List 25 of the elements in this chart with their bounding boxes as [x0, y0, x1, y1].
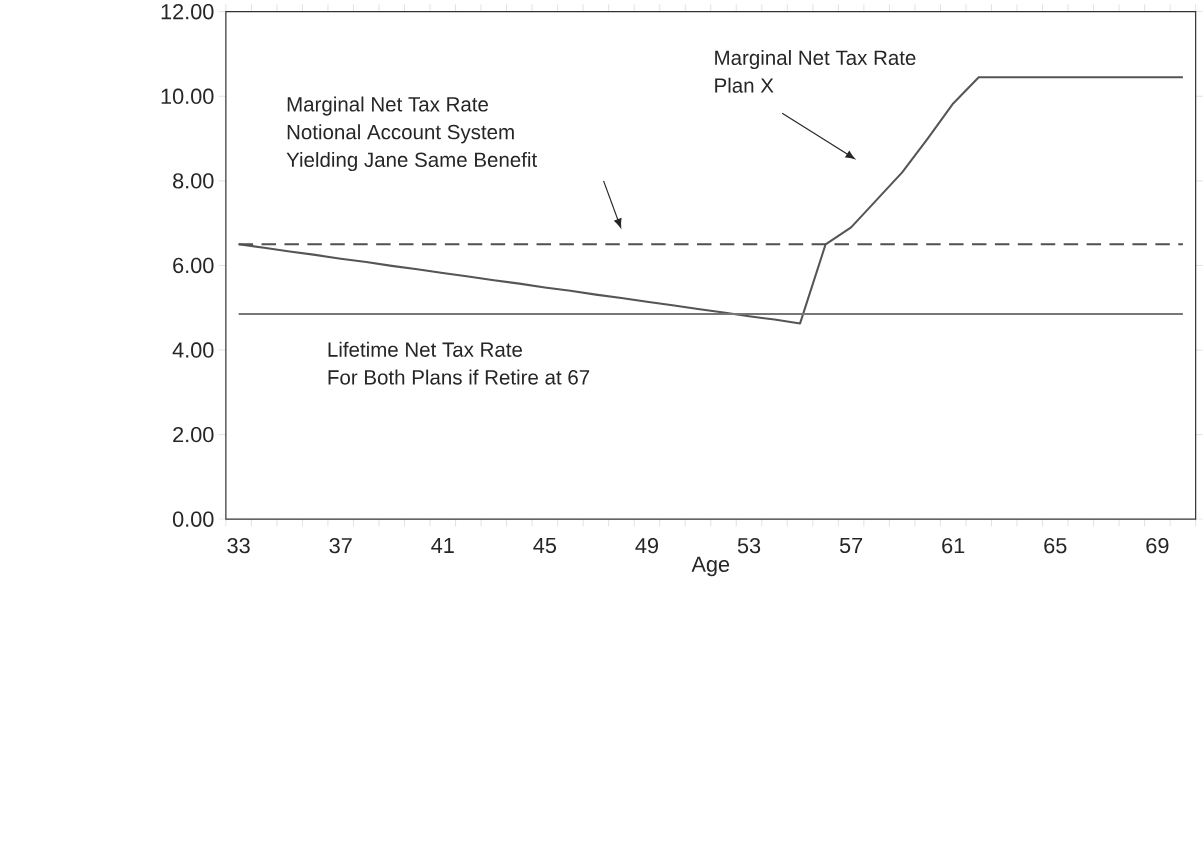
x-tick-label: 69	[1146, 537, 1169, 554]
x-tick-label: 57	[839, 537, 863, 554]
x-tick-label: 41	[431, 537, 454, 553]
annotation: Lifetime Net Tax Rate	[328, 341, 522, 357]
y-tick-label: 10.00	[161, 88, 214, 104]
annotation: Plan X	[715, 77, 774, 93]
annotation: Marginal Net Tax Rate	[287, 96, 488, 116]
annotation: Yielding Jane Same Benefit	[286, 151, 538, 172]
x-tick-label: 45	[533, 537, 557, 554]
x-tick-label: 61	[942, 537, 965, 554]
x-tick-label: 53	[737, 537, 761, 554]
x-axis-title: Age	[691, 556, 730, 577]
y-tick-label: 12.00	[161, 3, 214, 20]
annotation: For Both Plans if Retire at 67	[328, 369, 590, 385]
y-tick-label: 2.00	[173, 426, 214, 443]
x-tick-label: 65	[1044, 537, 1067, 554]
annotation: Marginal Net Tax Rate	[715, 49, 916, 70]
annotation: Notional Account System	[287, 124, 514, 144]
x-tick-label: 33	[227, 537, 250, 554]
y-tick-label: 0.00	[172, 511, 214, 527]
y-tick-label: 4.00	[172, 342, 214, 358]
y-tick-label: 6.00	[173, 257, 214, 274]
x-tick-label: 37	[329, 537, 352, 554]
y-tick-label: 8.00	[173, 173, 214, 189]
x-tick-label: 49	[635, 537, 658, 554]
